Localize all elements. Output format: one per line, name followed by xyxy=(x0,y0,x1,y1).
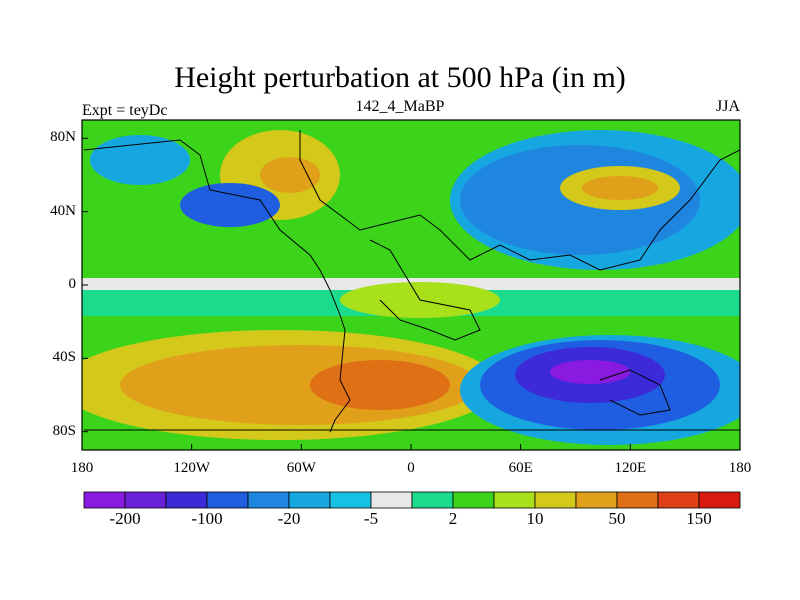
lat-tick-label: 40S xyxy=(52,349,76,366)
colorbar-swatch xyxy=(329,491,372,509)
lat-tick-label: 40N xyxy=(50,202,76,219)
coastline-australia xyxy=(599,369,671,416)
colorbar-swatch xyxy=(534,491,577,509)
colorbar-label: -20 xyxy=(277,509,301,528)
colorbar-swatch xyxy=(493,491,536,509)
field-blob xyxy=(582,176,658,200)
field-blob xyxy=(260,157,320,193)
colorbar-swatch xyxy=(165,491,208,509)
field-blob xyxy=(180,183,280,227)
colorbar-swatch xyxy=(124,491,167,509)
coastline-americas xyxy=(83,139,351,433)
run-label: 142_4_MaBP xyxy=(355,98,445,115)
colorbar-swatch xyxy=(247,491,290,509)
lon-tick-label: 60E xyxy=(508,460,533,476)
field-blob xyxy=(90,135,190,185)
chart-title: Height perturbation at 500 hPa (in m) xyxy=(174,61,626,94)
lat-tick-label: 80N xyxy=(50,129,76,146)
colorbar-label: 150 xyxy=(686,509,712,528)
colorbar xyxy=(83,491,741,509)
lat-tick-label: 80S xyxy=(52,422,76,439)
colorbar-label: 2 xyxy=(448,509,458,528)
colorbar-swatch xyxy=(83,491,126,509)
lon-tick-label: 60W xyxy=(286,460,316,476)
axis-ticks xyxy=(81,137,741,450)
colorbar-label: -100 xyxy=(191,509,223,528)
lat-tick-label: 0 xyxy=(68,276,77,292)
lon-tick-label: 120E xyxy=(614,460,647,476)
colorbar-swatch xyxy=(575,491,618,509)
field-blob xyxy=(310,360,450,410)
height-field xyxy=(82,120,740,450)
lon-tick-label: 120W xyxy=(173,460,210,476)
colorbar-label: 50 xyxy=(608,509,626,528)
colorbar-swatch xyxy=(657,491,700,509)
coastlines xyxy=(83,130,740,433)
colorbar-swatch xyxy=(452,491,495,509)
colorbar-label: 10 xyxy=(526,509,544,528)
colorbar-swatch xyxy=(411,491,454,509)
lon-tick-label: 180 xyxy=(728,460,752,476)
colorbar-swatch xyxy=(370,491,413,509)
lon-tick-label: 0 xyxy=(407,460,415,476)
colorbar-swatch xyxy=(698,491,741,509)
colorbar-swatch xyxy=(288,491,331,509)
coastline-eurasia xyxy=(299,130,740,271)
colorbar-label: -5 xyxy=(363,509,379,528)
season-label: JJA xyxy=(715,98,740,115)
experiment-label: Expt = teyDc xyxy=(82,102,168,119)
colorbar-swatch xyxy=(206,491,249,509)
lon-tick-label: 180 xyxy=(70,460,94,476)
colorbar-swatch xyxy=(616,491,659,509)
field-blob xyxy=(550,360,630,384)
coastline-africa xyxy=(369,239,481,341)
colorbar-label: -200 xyxy=(109,509,141,528)
